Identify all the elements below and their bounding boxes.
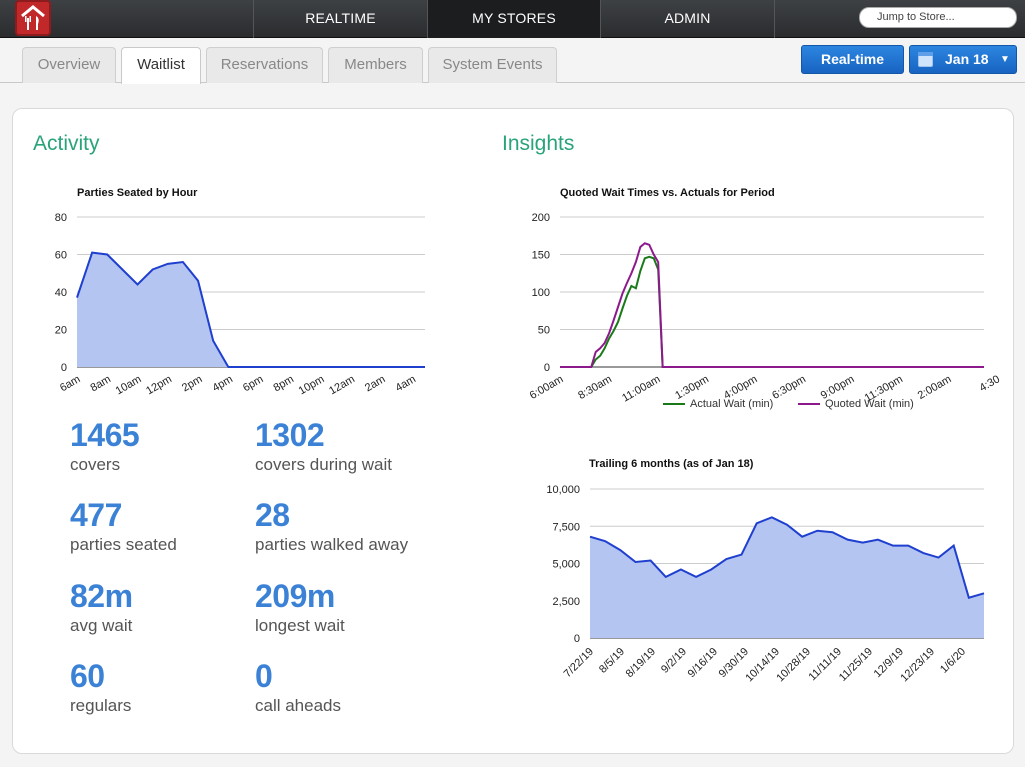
x-tick-label: 9/2/19 xyxy=(659,646,689,676)
jump-to-store-input[interactable]: Jump to Store... xyxy=(859,7,1017,28)
legend-label-quoted: Quoted Wait (min) xyxy=(825,398,914,410)
y-tick-label: 200 xyxy=(532,212,550,224)
restaurant-logo-icon[interactable] xyxy=(15,0,51,36)
tab-waitlist[interactable]: Waitlist xyxy=(121,47,201,84)
y-tick-label: 40 xyxy=(55,287,67,299)
nav-divider xyxy=(774,0,775,38)
y-tick-label: 150 xyxy=(532,250,550,262)
y-tick-label: 0 xyxy=(544,362,550,374)
legend-label-actual: Actual Wait (min) xyxy=(690,398,774,410)
nav-divider xyxy=(427,0,428,38)
chart-title-parties-seated: Parties Seated by Hour xyxy=(77,187,198,199)
tab-reservations[interactable]: Reservations xyxy=(206,47,323,83)
activity-title: Activity xyxy=(33,132,100,155)
stat-parties-seated-label: parties seated xyxy=(70,535,177,554)
chevron-down-icon: ▼ xyxy=(1000,54,1010,65)
x-tick-label: 11/25/19 xyxy=(837,646,875,684)
stat-covers-during-wait-value: 1302 xyxy=(255,417,325,453)
stat-covers-value: 1465 xyxy=(70,417,140,453)
stat-covers-during-wait-label: covers during wait xyxy=(255,455,393,474)
date-picker-button[interactable]: Jan 18 ▼ xyxy=(909,45,1017,74)
tab-members[interactable]: Members xyxy=(328,47,423,83)
calendar-icon xyxy=(918,52,933,67)
stat-regulars-value: 60 xyxy=(70,658,105,694)
stat-covers-label: covers xyxy=(70,455,121,474)
chart-title-trailing: Trailing 6 months (as of Jan 18) xyxy=(589,458,754,470)
stat-walked-away-label: parties walked away xyxy=(255,535,409,554)
realtime-button[interactable]: Real-time xyxy=(801,45,904,74)
legend-swatch-actual xyxy=(663,403,685,406)
y-tick-label: 10,000 xyxy=(546,484,580,496)
tab-overview[interactable]: Overview xyxy=(22,47,116,83)
x-tick-label: 7/22/19 xyxy=(562,646,596,680)
x-tick-label: 1/6/20 xyxy=(938,646,968,676)
legend-actual-wait: Actual Wait (min) xyxy=(663,398,773,410)
stat-longest-wait-label: longest wait xyxy=(255,616,345,635)
y-tick-label: 100 xyxy=(532,287,550,299)
series-line xyxy=(560,242,984,368)
y-tick-label: 0 xyxy=(61,362,67,374)
stat-call-aheads-value: 0 xyxy=(255,658,273,694)
x-tick-label: 10/28/19 xyxy=(774,646,813,685)
stat-walked-away-value: 28 xyxy=(255,497,290,533)
y-tick-label: 50 xyxy=(538,325,550,337)
x-tick-label: 8/19/19 xyxy=(624,646,658,680)
nav-item-admin[interactable]: ADMIN xyxy=(664,10,711,26)
area-fill xyxy=(77,252,425,367)
y-tick-label: 5,000 xyxy=(552,559,580,571)
nav-item-realtime[interactable]: REALTIME xyxy=(305,10,376,26)
stat-regulars-label: regulars xyxy=(70,696,132,715)
y-tick-label: 2,500 xyxy=(552,596,580,608)
legend-quoted-wait: Quoted Wait (min) xyxy=(798,398,914,410)
dashboard-card xyxy=(12,108,1014,754)
y-tick-label: 0 xyxy=(574,633,580,645)
stat-avg-wait-value: 82m xyxy=(70,578,133,614)
y-tick-label: 80 xyxy=(55,212,67,224)
stat-call-aheads-label: call aheads xyxy=(255,696,342,715)
y-tick-label: 20 xyxy=(55,325,67,337)
stat-longest-wait-value: 209m xyxy=(255,578,335,614)
chart-title-wait-times: Quoted Wait Times vs. Actuals for Period xyxy=(560,187,775,199)
tab-system-events[interactable]: System Events xyxy=(428,47,557,83)
y-tick-label: 7,500 xyxy=(552,521,580,533)
stat-parties-seated-value: 477 xyxy=(70,497,122,533)
nav-item-my-stores[interactable]: MY STORES xyxy=(428,0,600,38)
legend-swatch-quoted xyxy=(798,403,820,406)
stat-avg-wait-label: avg wait xyxy=(70,616,133,635)
insights-title: Insights xyxy=(502,132,575,155)
area-fill xyxy=(590,517,984,638)
top-nav-bar: REALTIME MY STORES ADMIN Jump to Store..… xyxy=(0,0,1025,38)
x-tick-label: 8/5/19 xyxy=(597,646,627,676)
nav-divider xyxy=(600,0,601,38)
x-tick-label: 12/23/19 xyxy=(898,646,937,685)
nav-divider xyxy=(253,0,254,38)
date-label: Jan 18 xyxy=(945,51,989,67)
series-line xyxy=(76,251,425,368)
x-tick-label: 9/16/19 xyxy=(686,646,720,680)
y-tick-label: 60 xyxy=(55,250,67,262)
